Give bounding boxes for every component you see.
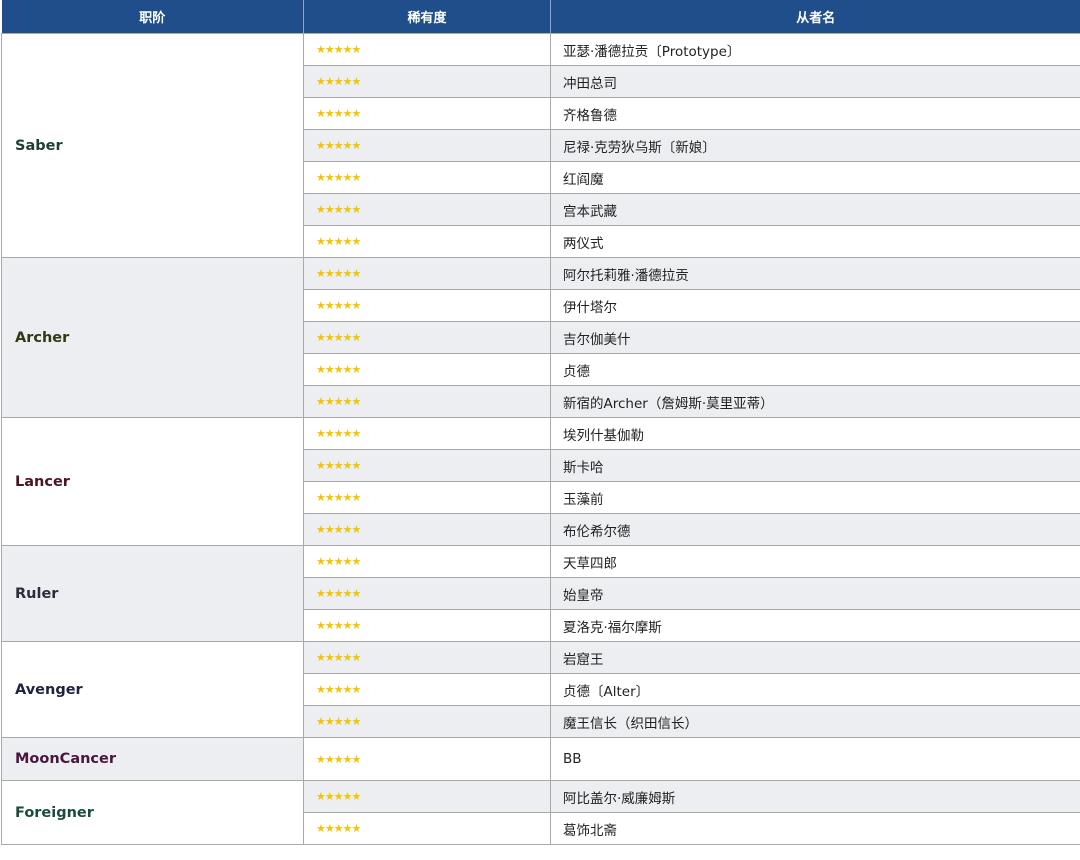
class-cell: Avenger (1, 641, 304, 738)
servant-name: 斯卡哈 (550, 449, 1080, 482)
table-row: ★★★★★ 玉藻前 (2, 481, 1080, 514)
table-row: ★★★★★ 魔王信长（织田信长） (2, 705, 1080, 738)
servant-name: 阿比盖尔·威廉姆斯 (550, 780, 1080, 813)
servant-name: 始皇帝 (550, 577, 1080, 610)
rarity-stars: ★★★★★ (303, 97, 551, 130)
rarity-stars: ★★★★★ (303, 812, 551, 845)
rarity-stars: ★★★★★ (303, 417, 551, 450)
table-row: ★★★★★ 斯卡哈 (2, 449, 1080, 482)
rarity-stars: ★★★★★ (303, 33, 551, 66)
class-cell: Saber (1, 33, 304, 258)
header-servant: 从者名 (550, 0, 1080, 34)
servant-name: 伊什塔尔 (550, 289, 1080, 322)
class-cell: Lancer (1, 417, 304, 546)
rarity-stars: ★★★★★ (303, 641, 551, 674)
table-row: ★★★★★ 宫本武藏 (2, 193, 1080, 226)
table-row: Saber ★★★★★ 亚瑟·潘德拉贡〔Prototype〕 (1, 33, 1080, 258)
servant-name: 布伦希尔德 (550, 513, 1080, 546)
table-row: Archer ★★★★★ 阿尔托莉雅·潘德拉贡 (1, 257, 1080, 418)
servant-name: 齐格鲁德 (550, 97, 1080, 130)
table-row: ★★★★★ 贞德〔Alter〕 (2, 673, 1080, 706)
rarity-stars: ★★★★★ (303, 129, 551, 162)
servant-name: 红阎魔 (550, 161, 1080, 194)
servant-name: 两仪式 (550, 225, 1080, 258)
table-row: ★★★★★ 冲田总司 (2, 65, 1080, 98)
table-row: Foreigner ★★★★★ 阿比盖尔·威廉姆斯 (1, 780, 1080, 845)
class-cell: Ruler (1, 545, 304, 642)
rarity-stars: ★★★★★ (303, 65, 551, 98)
rarity-stars: ★★★★★ (303, 257, 551, 290)
servant-name: 夏洛克·福尔摩斯 (550, 609, 1080, 642)
rarity-stars: ★★★★★ (303, 289, 551, 322)
table-row: ★★★★★ 红阎魔 (2, 161, 1080, 194)
rarity-stars: ★★★★★ (303, 161, 551, 194)
class-cell: Archer (1, 257, 304, 418)
table-row: ★★★★★ 尼禄·克劳狄乌斯〔新娘〕 (2, 129, 1080, 162)
servant-name: 魔王信长（织田信长） (550, 705, 1080, 738)
table-row: ★★★★★ 吉尔伽美什 (2, 321, 1080, 354)
servant-name: 天草四郎 (550, 545, 1080, 578)
servant-name: 亚瑟·潘德拉贡〔Prototype〕 (550, 33, 1080, 66)
servant-name: 葛饰北斋 (550, 812, 1080, 845)
table-row: MoonCancer ★★★★★ BB (1, 737, 1080, 781)
servant-name: 贞德〔Alter〕 (550, 673, 1080, 706)
rarity-stars: ★★★★★ (303, 321, 551, 354)
rarity-stars: ★★★★★ (303, 737, 551, 781)
rarity-stars: ★★★★★ (303, 513, 551, 546)
rarity-stars: ★★★★★ (303, 673, 551, 706)
rarity-stars: ★★★★★ (303, 193, 551, 226)
table-row: ★★★★★ 伊什塔尔 (2, 289, 1080, 322)
servant-name: 吉尔伽美什 (550, 321, 1080, 354)
rarity-stars: ★★★★★ (303, 385, 551, 418)
servant-name: 阿尔托莉雅·潘德拉贡 (550, 257, 1080, 290)
servant-name: 贞德 (550, 353, 1080, 386)
rarity-stars: ★★★★★ (303, 545, 551, 578)
table-row: Avenger ★★★★★ 岩窟王 (1, 641, 1080, 738)
servant-name: BB (550, 737, 1080, 781)
table-row: ★★★★★ 新宿的Archer（詹姆斯·莫里亚蒂） (2, 385, 1080, 418)
rarity-stars: ★★★★★ (303, 780, 551, 813)
class-cell: Foreigner (1, 780, 304, 845)
servant-name: 尼禄·克劳狄乌斯〔新娘〕 (550, 129, 1080, 162)
class-cell: MoonCancer (1, 737, 304, 781)
rarity-stars: ★★★★★ (303, 481, 551, 514)
servant-name: 新宿的Archer（詹姆斯·莫里亚蒂） (550, 385, 1080, 418)
table-body: Saber ★★★★★ 亚瑟·潘德拉贡〔Prototype〕 ★★★★★ 冲田总司 ★★★… (1, 33, 1080, 845)
table-row: ★★★★★ 葛饰北斋 (2, 812, 1080, 845)
servant-name: 宫本武藏 (550, 193, 1080, 226)
servant-name: 冲田总司 (550, 65, 1080, 98)
header-class: 职阶 (1, 0, 304, 34)
rarity-stars: ★★★★★ (303, 225, 551, 258)
table-row: ★★★★★ 始皇帝 (2, 577, 1080, 610)
header-rarity: 稀有度 (303, 0, 551, 34)
table-row: ★★★★★ 布伦希尔德 (2, 513, 1080, 546)
table-row: ★★★★★ 齐格鲁德 (2, 97, 1080, 130)
rarity-stars: ★★★★★ (303, 449, 551, 482)
rarity-stars: ★★★★★ (303, 609, 551, 642)
table-row: Lancer ★★★★★ 埃列什基伽勒 (1, 417, 1080, 546)
rarity-stars: ★★★★★ (303, 705, 551, 738)
servant-name: 岩窟王 (550, 641, 1080, 674)
rarity-stars: ★★★★★ (303, 353, 551, 386)
table-row: Ruler ★★★★★ 天草四郎 (1, 545, 1080, 642)
rarity-stars: ★★★★★ (303, 577, 551, 610)
servant-name: 埃列什基伽勒 (550, 417, 1080, 450)
servant-name: 玉藻前 (550, 481, 1080, 514)
header-row: 职阶 稀有度 从者名 (1, 0, 1080, 34)
table-row: ★★★★★ 两仪式 (2, 225, 1080, 258)
